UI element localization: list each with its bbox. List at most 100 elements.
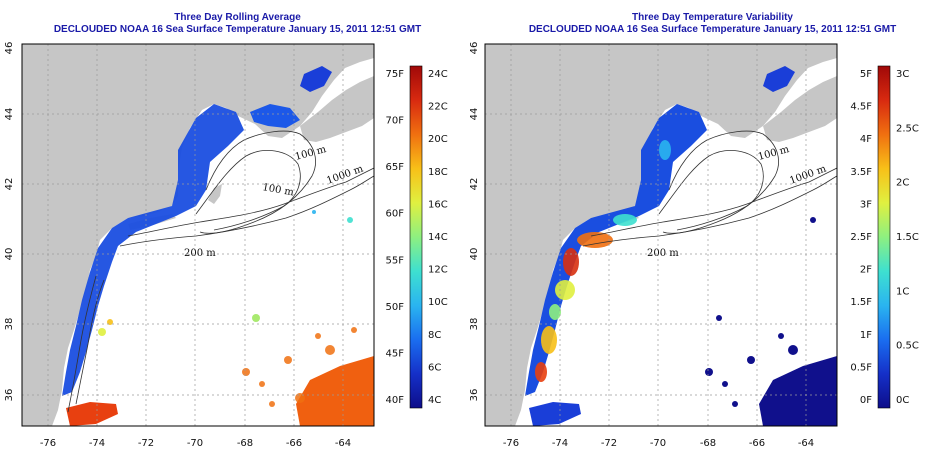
colorbar-c-label: 10C — [428, 297, 448, 308]
colorbar-c-label: 0C — [896, 395, 909, 406]
colorbar-f-label: 45F — [386, 348, 405, 359]
colorbar-f-label: 4F — [860, 134, 872, 145]
colorbar-c-label: 18C — [428, 167, 448, 178]
colorbar-f-label: 3.5F — [850, 167, 872, 178]
sst-mid-patches — [98, 210, 353, 336]
lat-tick: 38 — [4, 318, 15, 331]
colorbar-c-label: 24C — [428, 69, 448, 80]
lon-tick: -64 — [798, 438, 814, 449]
colorbar-f-label: 65F — [386, 162, 405, 173]
land-mass — [485, 44, 837, 426]
sst-gulf-stream-east — [296, 356, 374, 426]
colorbar-c-label: 3C — [896, 69, 909, 80]
colorbar-f-label: 75F — [386, 69, 405, 80]
variability-map-right: 100 m 200 m 1000 m -76 -74 -72 -70 -68 -… — [469, 42, 919, 449]
sst-bay-of-fundy — [300, 66, 332, 92]
colorbar-f-label: 60F — [386, 209, 405, 220]
lat-tick: 40 — [469, 248, 480, 261]
lat-tick: 44 — [469, 108, 480, 121]
lon-tick: -70 — [650, 438, 666, 449]
colorbar-c-label: 20C — [428, 134, 448, 145]
colorbar-c-label: 0.5C — [896, 341, 919, 352]
colorbar-f-label: 0F — [860, 395, 872, 406]
colorbar-gradient — [409, 65, 423, 409]
lon-tick: -64 — [335, 438, 351, 449]
graticule — [485, 44, 837, 426]
sst-map-left: 100 m 100 m 200 m 1000 m -76 -74 -72 -70… — [4, 42, 448, 449]
map-frame — [21, 43, 375, 427]
lon-tick: -72 — [138, 438, 154, 449]
land-cape-cod — [208, 184, 222, 204]
colorbar-f-label: 1F — [860, 330, 872, 341]
land-nova-scotia — [763, 76, 837, 142]
panel-subtitle: DECLOUDED NOAA 16 Sea Surface Temperatur… — [53, 24, 422, 35]
colorbar-f-label: 55F — [386, 255, 405, 266]
colorbar-c-label: 8C — [428, 330, 441, 341]
panel-title: Three Day Temperature Variability — [632, 12, 793, 23]
lon-tick: -66 — [286, 438, 302, 449]
colorbar: 5F 4.5F 4F 3.5F 3F 2.5F 2F 1.5F 1F 0.5F 0F 3C 2.5C 2C… — [850, 65, 919, 409]
lon-tick: -76 — [40, 438, 56, 449]
lat-tick: 36 — [4, 389, 15, 402]
land-nova-scotia — [300, 76, 374, 142]
lon-tick: -76 — [503, 438, 519, 449]
lon-tick: -74 — [89, 438, 105, 449]
colorbar-c-label: 2C — [896, 178, 909, 189]
lat-tick: 38 — [469, 318, 480, 331]
var-hotspots — [535, 140, 671, 382]
lat-tick: 46 — [469, 42, 480, 55]
colorbar-f-label: 2.5F — [850, 232, 872, 243]
sst-maine-coast — [250, 104, 300, 128]
panel-temperature-variability: Three Day Temperature Variability DECLOU… — [469, 0, 950, 475]
lat-tick: 46 — [4, 42, 15, 55]
contour-label: 200 m — [647, 248, 679, 259]
var-low-patches — [705, 217, 816, 407]
panel-rolling-average: Three Day Rolling Average DECLOUDED NOAA… — [4, 12, 448, 449]
lon-tick: -74 — [552, 438, 568, 449]
colorbar: 75F 70F 65F 60F 55F 50F 45F 40F 24C 22C 20C 18C 16C 1… — [386, 65, 448, 409]
graticule — [22, 44, 374, 426]
lat-tick: 40 — [4, 248, 15, 261]
lon-tick: -72 — [601, 438, 617, 449]
colorbar-f-label: 5F — [860, 69, 872, 80]
colorbar-f-label: 3F — [860, 199, 872, 210]
colorbar-c-label: 2.5C — [896, 123, 919, 134]
colorbar-c-label: 1C — [896, 286, 909, 297]
lon-tick: -68 — [700, 438, 716, 449]
sst-gulf-stream-south — [66, 402, 118, 426]
sst-coastal-band — [62, 104, 244, 396]
var-coastal-band — [525, 104, 707, 396]
lat-ticks: 36 38 40 42 44 46 — [4, 42, 15, 402]
land-mass — [22, 44, 374, 426]
colorbar-c-label: 4C — [428, 395, 441, 406]
panel-title: Three Day Rolling Average — [174, 12, 301, 23]
colorbar-c-label: 22C — [428, 102, 448, 113]
lat-tick: 44 — [4, 108, 15, 121]
lon-ticks: -76 -74 -72 -70 -68 -66 -64 — [503, 438, 814, 449]
colorbar-f-label: 70F — [386, 116, 405, 127]
var-bay-of-fundy — [763, 66, 795, 92]
colorbar-gradient — [877, 65, 891, 409]
contour-label: 200 m — [184, 248, 216, 259]
colorbar-c-label: 16C — [428, 199, 448, 210]
lat-tick: 42 — [469, 178, 480, 191]
lon-tick: -68 — [237, 438, 253, 449]
lat-tick: 42 — [4, 178, 15, 191]
colorbar-c-label: 14C — [428, 232, 448, 243]
lon-tick: -66 — [749, 438, 765, 449]
colorbar-f-label: 1.5F — [850, 297, 872, 308]
colorbar-f-label: 50F — [386, 302, 405, 313]
map-frame — [484, 43, 838, 427]
bathymetry-contours — [582, 130, 837, 247]
colorbar-f-label: 0.5F — [850, 362, 872, 373]
colorbar-c-label: 1.5C — [896, 232, 919, 243]
lat-ticks: 36 38 40 42 44 46 — [469, 42, 480, 402]
lon-tick: -70 — [187, 438, 203, 449]
var-gulf-stream-south — [529, 402, 581, 426]
colorbar-f-label: 40F — [386, 395, 405, 406]
colorbar-c-label: 12C — [428, 265, 448, 276]
var-gulf-stream-east — [759, 356, 837, 426]
colorbar-f-label: 4.5F — [850, 102, 872, 113]
colorbar-c-label: 6C — [428, 362, 441, 373]
colorbar-f-label: 2F — [860, 265, 872, 276]
